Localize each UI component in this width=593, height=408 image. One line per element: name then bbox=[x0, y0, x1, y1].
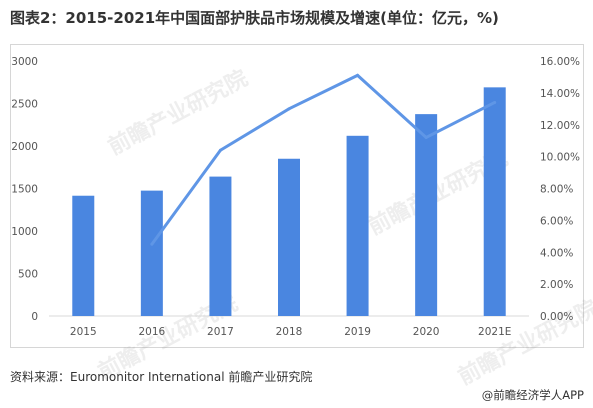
x-tick-label: 2021E bbox=[478, 326, 511, 338]
x-tick-label: 2019 bbox=[344, 326, 371, 338]
y-right-tick-label: 2.00% bbox=[540, 279, 573, 291]
y-left-tick-label: 2500 bbox=[11, 99, 38, 111]
bar bbox=[278, 158, 300, 316]
credit-note: @前瞻经济学人APP bbox=[481, 388, 584, 402]
y-right-tick-label: 8.00% bbox=[540, 184, 573, 196]
growth-point bbox=[493, 100, 497, 104]
x-tick-label: 2015 bbox=[70, 326, 97, 338]
y-right-tick-label: 4.00% bbox=[540, 247, 573, 259]
x-tick-label: 2020 bbox=[413, 326, 440, 338]
bar bbox=[483, 87, 506, 316]
source-note: 资料来源：Euromonitor International 前瞻产业研究院 bbox=[10, 370, 313, 384]
x-tick-label: 2017 bbox=[207, 326, 234, 338]
growth-point bbox=[150, 242, 154, 246]
bar bbox=[72, 195, 95, 316]
bar bbox=[346, 135, 369, 316]
y-left-tick-label: 2000 bbox=[11, 141, 38, 153]
y-right-tick-label: 12.00% bbox=[540, 120, 580, 132]
y-left-tick-label: 0 bbox=[31, 311, 38, 323]
chart-title: 图表2：2015-2021年中国面部护肤品市场规模及增速(单位：亿元，%) bbox=[10, 9, 499, 27]
plot-layer: 0 500 1000 1500 2000 2500 3000 0.00% 2.00% 4.00% 6… bbox=[11, 56, 580, 338]
y-left-tick-label: 1000 bbox=[11, 226, 38, 238]
bar bbox=[140, 190, 163, 316]
y-right-tick-label: 0.00% bbox=[540, 311, 573, 323]
y-right-tick-label: 14.00% bbox=[540, 88, 580, 100]
x-tick-label: 2018 bbox=[276, 326, 303, 338]
growth-point bbox=[287, 107, 291, 111]
y-right-tick-label: 16.00% bbox=[540, 56, 580, 68]
growth-point bbox=[424, 136, 428, 139]
y-right-tick-label: 10.00% bbox=[540, 152, 580, 164]
y-left-tick-label: 500 bbox=[18, 269, 38, 281]
growth-line bbox=[150, 73, 496, 246]
chart-frame bbox=[10, 44, 584, 348]
growth-point bbox=[218, 148, 222, 152]
y-left-tick-label: 3000 bbox=[11, 56, 38, 68]
x-tick-label: 2016 bbox=[138, 326, 165, 338]
bar bbox=[415, 114, 438, 316]
growth-point bbox=[356, 73, 360, 77]
bar bbox=[209, 176, 232, 316]
y-right-tick-label: 6.00% bbox=[540, 215, 573, 227]
y-left-tick-label: 1500 bbox=[11, 184, 38, 196]
